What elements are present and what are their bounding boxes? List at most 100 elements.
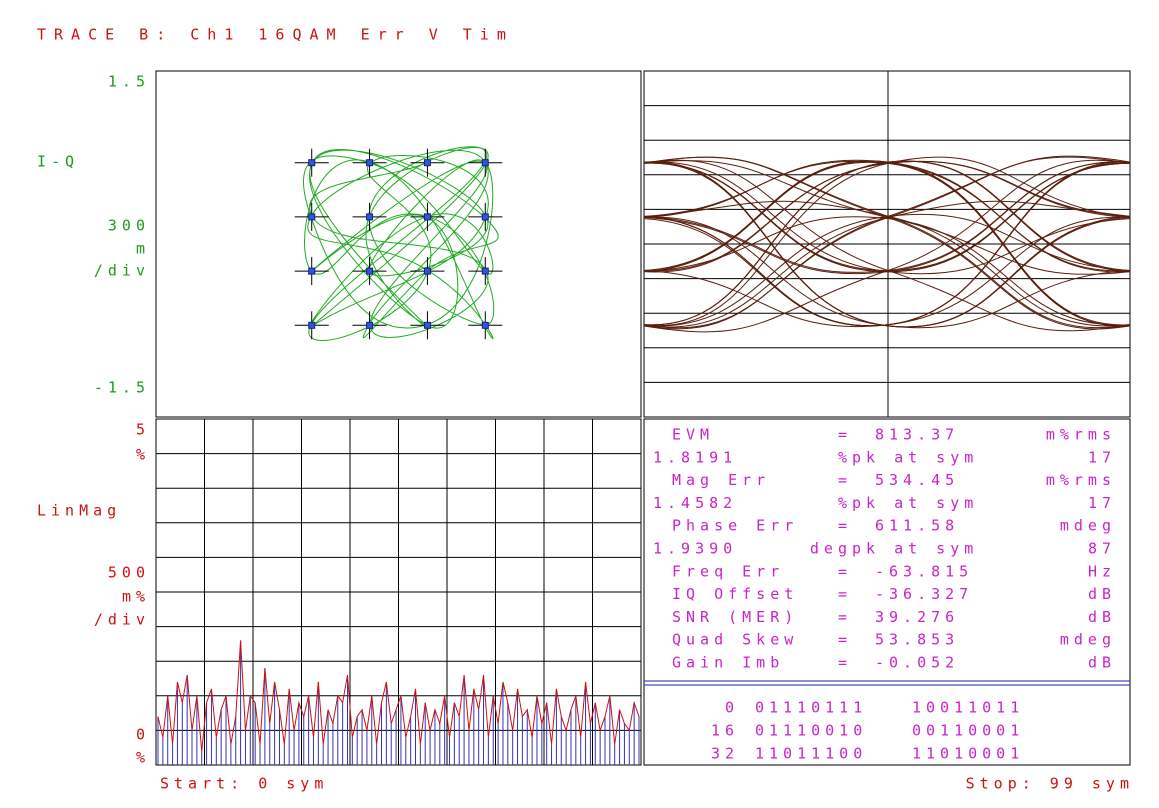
scale-unit: m% [122,588,150,606]
bit-word: 00110001 [912,722,1024,740]
y-min-unit: % [136,749,150,767]
scale-unit: m [136,240,150,258]
eye-trace [643,160,1131,326]
ref-point [481,159,489,167]
y-max-unit: % [136,446,150,464]
ref-point [308,321,316,329]
eye-trace [643,160,1131,326]
y-max-label: 5 [136,421,150,439]
measure-label: 1.9390 [653,540,737,558]
measure-sep: % [838,494,852,512]
measure-sep: % [838,448,852,466]
measure-value: 53.853 [875,631,959,649]
constellation-panel [155,70,642,418]
bit-word: 11011100 [755,745,867,763]
measure-unit: mdeg [1060,631,1116,649]
bit-index: 32 [711,745,739,763]
bit-index: 0 [725,699,739,717]
measure-label: EVM [672,426,714,444]
measure-label: IQ Offset [672,585,798,603]
measure-value: 534.45 [875,471,959,489]
measure-value: -0.052 [875,654,959,672]
measure-sep: deg [810,540,852,558]
bit-word: 10011011 [912,699,1024,717]
measure-label: Mag Err [672,471,770,489]
measure-sep: = [838,562,852,580]
measure-value: pk at sym [852,540,978,558]
ref-point [308,213,316,221]
ref-point [308,159,316,167]
eye-trace [643,200,1131,327]
eye-trace [643,213,1131,327]
measure-sep: = [838,654,852,672]
measure-unit: mdeg [1060,517,1116,535]
measure-label: SNR (MER) [672,608,798,626]
measure-value: -36.327 [875,585,973,603]
ref-point [308,267,316,275]
bit-word: 01110010 [755,722,867,740]
measure-unit: Hz [1088,562,1116,580]
start-label: Start: 0 sym [160,775,328,793]
measure-label: Phase Err [672,517,798,535]
ref-point [366,321,374,329]
scale-label: 300 [108,217,150,235]
bit-index: 16 [711,722,739,740]
ref-point [423,159,431,167]
ref-point [423,321,431,329]
measure-unit: 17 [1088,448,1116,466]
y-min-label: -1.5 [94,379,150,397]
iq-trajectory [303,146,499,341]
measure-unit: 17 [1088,494,1116,512]
eye-trace [643,159,1131,333]
eye-trace [643,162,1131,328]
ref-point [481,213,489,221]
trace-name: LinMag [37,502,121,520]
measure-unit: dB [1088,585,1116,603]
measure-sep: = [838,631,852,649]
measure-label: Gain Imb [672,654,784,672]
ref-point [366,213,374,221]
ref-point [481,267,489,275]
measure-label: Freq Err [672,562,784,580]
measure-unit: 87 [1088,540,1116,558]
measure-sep: = [838,471,852,489]
ref-point [481,321,489,329]
measure-value: 611.58 [875,517,959,535]
measure-sep: = [838,426,852,444]
measure-value: 39.276 [875,608,959,626]
measure-value: -63.815 [875,562,973,580]
measure-unit: dB [1088,608,1116,626]
measure-value: pk at sym [852,494,978,512]
eye-trace [643,155,1131,329]
table-panel [643,418,1131,766]
ref-point [366,267,374,275]
scale-label: 500 [108,564,150,582]
ref-point [366,159,374,167]
measure-sep: = [838,517,852,535]
measure-value: 813.37 [875,426,959,444]
scale-per: /div [94,611,150,629]
screen-title: TRACE B: Ch1 16QAM Err V Tim [37,26,514,44]
measure-label: 1.8191 [653,448,737,466]
y-min-label: 0 [136,726,150,744]
ref-point [423,213,431,221]
eye-trace [643,161,1131,273]
measure-label: Quad Skew [672,631,798,649]
y-max-label: 1.5 [108,73,150,91]
measure-unit: dB [1088,654,1116,672]
eye-trace [643,216,1131,328]
eye-trace [643,162,1131,328]
bit-word: 01110111 [755,699,867,717]
ref-point [423,267,431,275]
trace-name: I-Q [37,153,79,171]
eye-trace [643,161,1131,273]
eye-trace [643,160,1131,326]
measure-sep: = [838,608,852,626]
scale-per: /div [94,262,150,280]
measure-unit: m%rms [1046,471,1116,489]
stop-label: Stop: 99 sym [966,775,1134,793]
eye-trace [643,161,1131,327]
measure-label: 1.4582 [653,494,737,512]
measure-value: pk at sym [852,448,978,466]
